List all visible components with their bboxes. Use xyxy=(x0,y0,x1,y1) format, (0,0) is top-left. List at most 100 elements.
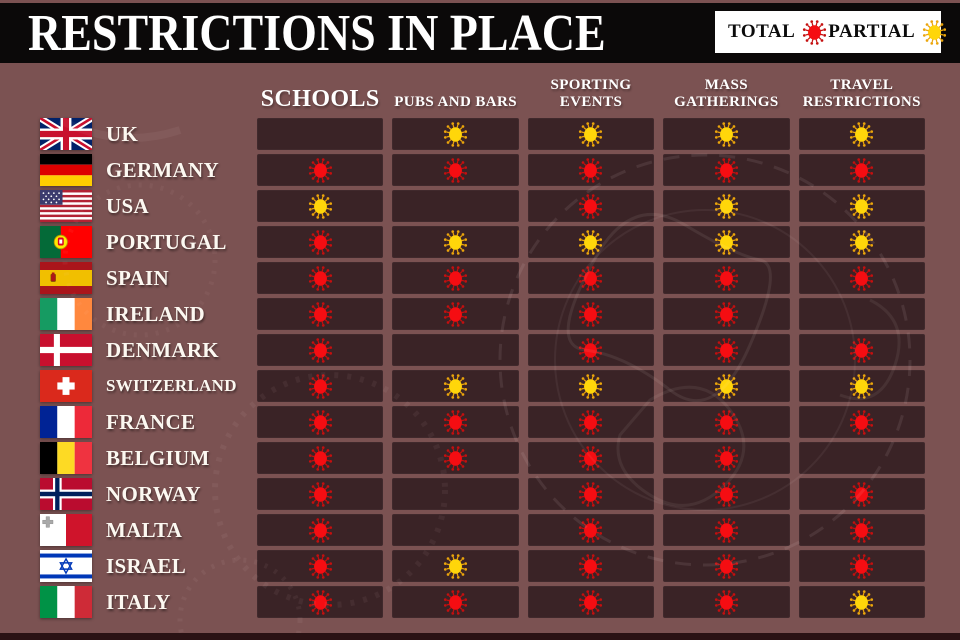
virus-icon-total xyxy=(850,517,874,543)
flag-icon-germany xyxy=(40,154,92,186)
cell-switzerland-pubs-and-bars xyxy=(392,370,519,402)
virus-icon-total xyxy=(308,445,332,471)
cell-portugal-sporting-events xyxy=(527,226,655,258)
cell-ireland-sporting-events xyxy=(527,298,655,330)
virus-icon-total xyxy=(579,445,603,471)
virus-icon-partial xyxy=(714,193,738,219)
virus-icon-total xyxy=(308,589,332,615)
virus-icon-total xyxy=(803,19,827,45)
column-headers: SCHOOLS PUBS AND BARS SPORTING EVENTS MASS … xyxy=(257,70,925,116)
virus-icon-total xyxy=(444,301,468,327)
cell-portugal-pubs-and-bars xyxy=(392,226,519,258)
cell-norway-travel-restrictions xyxy=(798,478,925,510)
virus-icon-total xyxy=(308,409,332,435)
cell-uk-mass-gatherings xyxy=(663,118,790,150)
virus-icon-total xyxy=(579,193,603,219)
virus-icon-total xyxy=(850,553,874,579)
virus-icon-total xyxy=(308,265,332,291)
virus-icon-total xyxy=(714,481,738,507)
cell-belgium-schools xyxy=(257,442,384,474)
virus-icon-total xyxy=(714,409,738,435)
virus-icon-total xyxy=(579,301,603,327)
cell-israel-schools xyxy=(257,550,384,582)
virus-icon-partial xyxy=(850,589,874,615)
virus-icon-partial xyxy=(714,229,738,255)
country-name: GERMANY xyxy=(106,157,219,182)
virus-icon-total xyxy=(308,373,332,399)
bottom-edge-strip xyxy=(0,633,960,640)
flag-icon-switzerland xyxy=(40,370,92,402)
cell-spain-schools xyxy=(257,262,384,294)
country-name: IRELAND xyxy=(106,301,205,326)
virus-icon-partial xyxy=(923,19,947,45)
cell-italy-pubs-and-bars xyxy=(392,586,519,618)
cell-usa-sporting-events xyxy=(527,190,655,222)
cell-israel-travel-restrictions xyxy=(798,550,925,582)
cell-spain-pubs-and-bars xyxy=(392,262,519,294)
cell-italy-schools xyxy=(257,586,384,618)
cell-malta-pubs-and-bars xyxy=(392,514,519,546)
country-row-belgium: BELGIUM xyxy=(40,442,237,474)
virus-icon-partial xyxy=(308,193,332,219)
cell-france-travel-restrictions xyxy=(798,406,925,438)
cell-norway-sporting-events xyxy=(527,478,655,510)
virus-icon-total xyxy=(308,517,332,543)
virus-icon-total xyxy=(850,481,874,507)
cell-israel-pubs-and-bars xyxy=(392,550,519,582)
virus-icon-partial xyxy=(579,229,603,255)
cell-usa-travel-restrictions xyxy=(798,190,925,222)
virus-icon-partial xyxy=(579,121,603,147)
virus-icon-total xyxy=(714,265,738,291)
country-name: BELGIUM xyxy=(106,445,210,470)
cell-belgium-sporting-events xyxy=(527,442,655,474)
flag-icon-portugal xyxy=(40,226,92,258)
virus-icon-partial xyxy=(444,373,468,399)
cell-denmark-schools xyxy=(257,334,384,366)
country-row-germany: GERMANY xyxy=(40,154,237,186)
cell-germany-pubs-and-bars xyxy=(392,154,519,186)
country-name: ISRAEL xyxy=(106,553,186,578)
cell-portugal-mass-gatherings xyxy=(663,226,790,258)
virus-icon-total xyxy=(444,589,468,615)
cell-denmark-sporting-events xyxy=(527,334,655,366)
virus-icon-total xyxy=(308,337,332,363)
cell-portugal-travel-restrictions xyxy=(798,226,925,258)
cell-norway-pubs-and-bars xyxy=(392,478,519,510)
virus-icon-total xyxy=(444,445,468,471)
country-row-malta: MALTA xyxy=(40,514,237,546)
cell-uk-sporting-events xyxy=(527,118,655,150)
virus-icon-total xyxy=(308,481,332,507)
virus-icon-total xyxy=(579,409,603,435)
country-row-norway: NORWAY xyxy=(40,478,237,510)
cell-italy-travel-restrictions xyxy=(798,586,925,618)
virus-icon-total xyxy=(850,157,874,183)
virus-icon-total xyxy=(579,517,603,543)
virus-icon-total xyxy=(579,337,603,363)
cell-spain-mass-gatherings xyxy=(663,262,790,294)
virus-icon-total xyxy=(444,409,468,435)
virus-icon-total xyxy=(579,553,603,579)
column-header-travel-restrictions: TRAVEL RESTRICTIONS xyxy=(802,77,921,111)
cell-denmark-pubs-and-bars xyxy=(392,334,519,366)
cell-belgium-pubs-and-bars xyxy=(392,442,519,474)
cell-malta-schools xyxy=(257,514,384,546)
virus-icon-partial xyxy=(444,229,468,255)
cell-norway-mass-gatherings xyxy=(663,478,790,510)
virus-icon-total xyxy=(714,553,738,579)
virus-icon-partial xyxy=(444,121,468,147)
cell-usa-schools xyxy=(257,190,384,222)
country-name: UK xyxy=(106,121,139,146)
cell-ireland-travel-restrictions xyxy=(798,298,925,330)
cell-norway-schools xyxy=(257,478,384,510)
flag-icon-spain xyxy=(40,262,92,294)
country-row-denmark: DENMARK xyxy=(40,334,237,366)
cell-denmark-travel-restrictions xyxy=(798,334,925,366)
virus-icon-partial xyxy=(444,553,468,579)
virus-icon-total xyxy=(579,157,603,183)
virus-icon-total xyxy=(850,265,874,291)
cell-france-sporting-events xyxy=(527,406,655,438)
country-name: ITALY xyxy=(106,589,171,614)
country-row-usa: USA xyxy=(40,190,237,222)
country-labels-column: UK GERMANY USA PORTUGAL SPAIN IRELAND DENMARK S… xyxy=(40,118,237,618)
legend-label: TOTAL xyxy=(728,21,796,42)
